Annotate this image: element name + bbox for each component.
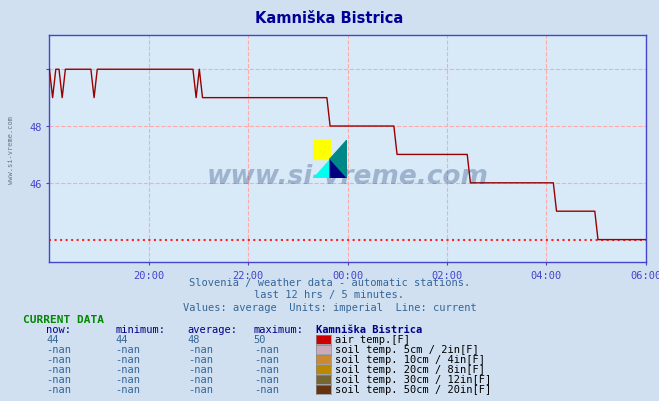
Text: maximum:: maximum: bbox=[254, 324, 304, 334]
Text: CURRENT DATA: CURRENT DATA bbox=[23, 314, 104, 324]
Text: 50: 50 bbox=[254, 334, 266, 344]
Text: -nan: -nan bbox=[254, 364, 279, 374]
Text: average:: average: bbox=[188, 324, 238, 334]
Text: soil temp. 5cm / 2in[F]: soil temp. 5cm / 2in[F] bbox=[335, 344, 478, 354]
Text: -nan: -nan bbox=[254, 344, 279, 354]
Text: -nan: -nan bbox=[188, 344, 213, 354]
Text: -nan: -nan bbox=[115, 384, 140, 394]
Text: www.si-vreme.com: www.si-vreme.com bbox=[8, 115, 14, 183]
Text: -nan: -nan bbox=[115, 344, 140, 354]
Text: -nan: -nan bbox=[254, 374, 279, 384]
Text: Slovenia / weather data - automatic stations.: Slovenia / weather data - automatic stat… bbox=[189, 278, 470, 288]
Text: Kamniška Bistrica: Kamniška Bistrica bbox=[256, 10, 403, 26]
Polygon shape bbox=[330, 159, 347, 178]
Text: -nan: -nan bbox=[46, 374, 71, 384]
Text: air temp.[F]: air temp.[F] bbox=[335, 334, 410, 344]
Text: -nan: -nan bbox=[188, 364, 213, 374]
Text: -nan: -nan bbox=[46, 384, 71, 394]
Text: soil temp. 20cm / 8in[F]: soil temp. 20cm / 8in[F] bbox=[335, 364, 485, 374]
Text: Kamniška Bistrica: Kamniška Bistrica bbox=[316, 324, 422, 334]
Text: soil temp. 50cm / 20in[F]: soil temp. 50cm / 20in[F] bbox=[335, 384, 491, 394]
Text: -nan: -nan bbox=[188, 354, 213, 364]
Text: -nan: -nan bbox=[46, 344, 71, 354]
Text: -nan: -nan bbox=[115, 354, 140, 364]
Text: -nan: -nan bbox=[188, 384, 213, 394]
Text: now:: now: bbox=[46, 324, 71, 334]
Text: -nan: -nan bbox=[46, 354, 71, 364]
Text: -nan: -nan bbox=[254, 384, 279, 394]
Bar bbox=[313, 140, 330, 159]
Text: -nan: -nan bbox=[115, 374, 140, 384]
Text: last 12 hrs / 5 minutes.: last 12 hrs / 5 minutes. bbox=[254, 290, 405, 300]
Text: -nan: -nan bbox=[188, 374, 213, 384]
Polygon shape bbox=[330, 140, 347, 178]
Text: www.si-vreme.com: www.si-vreme.com bbox=[207, 164, 488, 190]
Polygon shape bbox=[313, 159, 330, 178]
Text: Values: average  Units: imperial  Line: current: Values: average Units: imperial Line: cu… bbox=[183, 302, 476, 312]
Text: 48: 48 bbox=[188, 334, 200, 344]
Text: soil temp. 10cm / 4in[F]: soil temp. 10cm / 4in[F] bbox=[335, 354, 485, 364]
Text: minimum:: minimum: bbox=[115, 324, 165, 334]
Text: 44: 44 bbox=[46, 334, 59, 344]
Text: 44: 44 bbox=[115, 334, 128, 344]
Text: -nan: -nan bbox=[254, 354, 279, 364]
Text: soil temp. 30cm / 12in[F]: soil temp. 30cm / 12in[F] bbox=[335, 374, 491, 384]
Text: -nan: -nan bbox=[46, 364, 71, 374]
Text: -nan: -nan bbox=[115, 364, 140, 374]
